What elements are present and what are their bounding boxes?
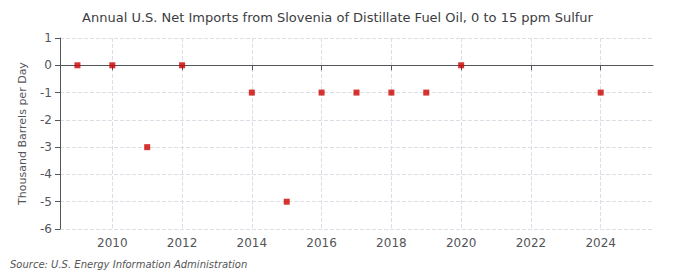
svg-text:-6: -6 [40,222,52,236]
svg-text:-3: -3 [40,140,52,154]
svg-text:2010: 2010 [97,236,128,250]
svg-text:0: 0 [44,58,52,72]
svg-text:1: 1 [44,31,52,45]
svg-text:2020: 2020 [446,236,477,250]
svg-text:-5: -5 [40,195,52,209]
svg-text:-2: -2 [40,113,52,127]
svg-text:2016: 2016 [306,236,337,250]
svg-text:2018: 2018 [376,236,407,250]
svg-text:Thousand Barrels per Day: Thousand Barrels per Day [16,62,29,206]
svg-text:Source: U.S. Energy Informatio: Source: U.S. Energy Information Administ… [10,259,247,270]
svg-text:Annual U.S. Net Imports from S: Annual U.S. Net Imports from Slovenia of… [82,10,593,25]
svg-text:2024: 2024 [585,236,616,250]
svg-text:2022: 2022 [516,236,547,250]
svg-text:-4: -4 [40,167,52,181]
svg-text:2012: 2012 [167,236,198,250]
svg-text:-1: -1 [40,86,52,100]
svg-text:2014: 2014 [237,236,268,250]
